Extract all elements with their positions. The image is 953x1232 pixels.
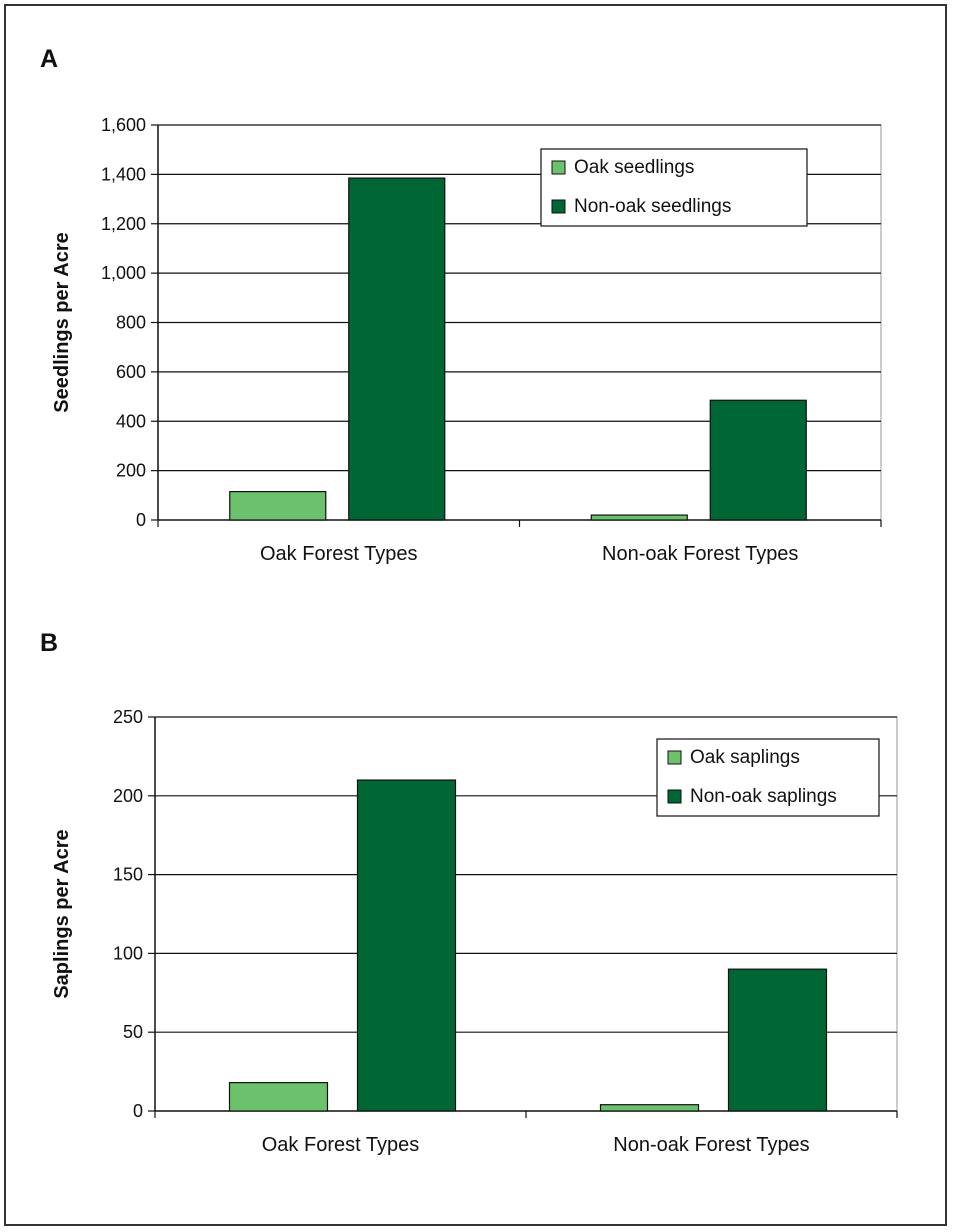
y-tick-label: 1,400	[101, 164, 146, 184]
x-category-label: Oak Forest Types	[260, 543, 417, 565]
y-axis-label: Seedlings per Acre	[51, 232, 73, 412]
bar	[348, 177, 446, 521]
bar	[229, 491, 327, 521]
y-tick-label: 0	[133, 1101, 143, 1121]
chart-a: 0 200 400 600 800 1,000 1,200 1,400 1,600 Oak For…	[51, 115, 882, 565]
x-category-label: Non-oak Forest Types	[602, 543, 798, 565]
y-tick-label: 1,000	[101, 263, 146, 283]
chart-b: 0 50 100 150 200 250 Oak Forest Types Non-oak F…	[51, 707, 898, 1156]
y-tick-label: 200	[113, 786, 143, 806]
legend-box	[656, 738, 880, 817]
legend-label: Non-oak saplings	[690, 786, 837, 807]
legend-box	[540, 148, 808, 227]
x-category-label: Oak Forest Types	[262, 1134, 419, 1156]
y-tick-label: 0	[136, 510, 146, 530]
figure-frame	[4, 4, 947, 1226]
y-tick-label: 50	[123, 1022, 143, 1042]
y-tick-label: 150	[113, 865, 143, 885]
bar	[709, 399, 807, 521]
y-tick-label: 200	[116, 461, 146, 481]
y-tick-label: 600	[116, 362, 146, 382]
bar	[356, 779, 457, 1112]
bar	[727, 968, 828, 1112]
y-tick-label: 400	[116, 411, 146, 431]
legend: Oak seedlings Non-oak seedlings	[540, 148, 808, 227]
legend-label: Oak seedlings	[574, 157, 694, 178]
legend-label: Oak saplings	[690, 747, 800, 768]
y-tick-label: 800	[116, 313, 146, 333]
legend-label: Non-oak seedlings	[574, 196, 731, 217]
legend-swatch	[551, 199, 566, 214]
legend-swatch	[667, 750, 682, 765]
y-tick-label: 1,600	[101, 115, 146, 135]
legend: Oak saplings Non-oak saplings	[656, 738, 880, 817]
y-tick-label: 250	[113, 707, 143, 727]
panel-label-a: A	[40, 45, 58, 73]
legend-swatch	[667, 789, 682, 804]
y-tick-label: 1,200	[101, 214, 146, 234]
bar	[590, 514, 688, 521]
bar	[228, 1082, 329, 1112]
bar	[599, 1104, 700, 1112]
panel-label-b: B	[40, 629, 58, 657]
y-tick-label: 100	[113, 943, 143, 963]
legend-swatch	[551, 160, 566, 175]
x-category-label: Non-oak Forest Types	[613, 1134, 809, 1156]
y-axis-label: Saplings per Acre	[51, 829, 73, 998]
